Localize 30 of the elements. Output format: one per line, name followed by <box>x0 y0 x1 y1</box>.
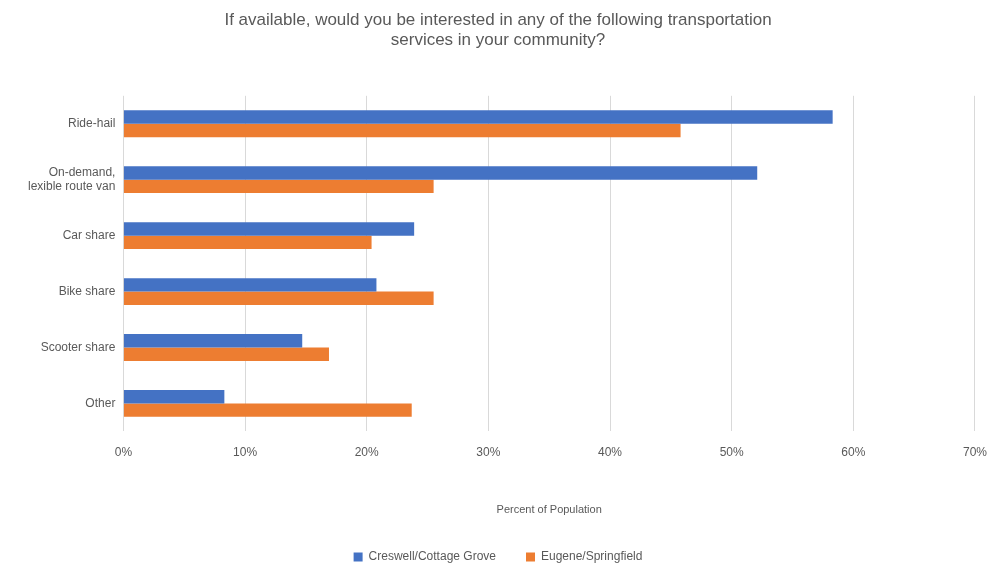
x-tick-label: 30% <box>476 444 501 459</box>
x-tick-label: 60% <box>841 444 866 459</box>
y-tick-label: Ride-hail <box>68 116 116 131</box>
bar <box>123 166 758 180</box>
legend-label: Eugene/Springfield <box>540 549 643 564</box>
y-tick-label: Scooter share <box>40 339 116 354</box>
x-tick-label: 20% <box>354 444 380 459</box>
x-tick-label: 0% <box>114 444 133 459</box>
bar <box>123 347 329 361</box>
bar <box>123 222 415 236</box>
y-tick-label: On-demand, lexible route van <box>28 164 116 194</box>
y-tick-label: Bike share <box>58 283 116 298</box>
x-tick-label: 70% <box>962 444 988 459</box>
bar <box>123 278 377 292</box>
x-tick-label: 10% <box>233 444 258 459</box>
x-tick-label: 50% <box>719 444 745 459</box>
bar <box>123 179 434 194</box>
bar <box>123 403 412 417</box>
bar <box>123 235 372 250</box>
bar <box>123 390 225 404</box>
x-axis-title: Percent of Population <box>496 503 602 516</box>
bar <box>123 334 303 348</box>
x-tick-label: 40% <box>598 444 623 459</box>
chart-title: If available, would you be interested in any of the following transportation services in your community? <box>224 9 772 50</box>
legend-label: Creswell/Cottage Grove <box>368 549 497 564</box>
y-tick-label: Other <box>85 395 116 410</box>
y-tick-label: Car share <box>62 227 116 242</box>
bar <box>123 110 833 124</box>
bar <box>123 123 681 138</box>
bar <box>123 291 434 305</box>
